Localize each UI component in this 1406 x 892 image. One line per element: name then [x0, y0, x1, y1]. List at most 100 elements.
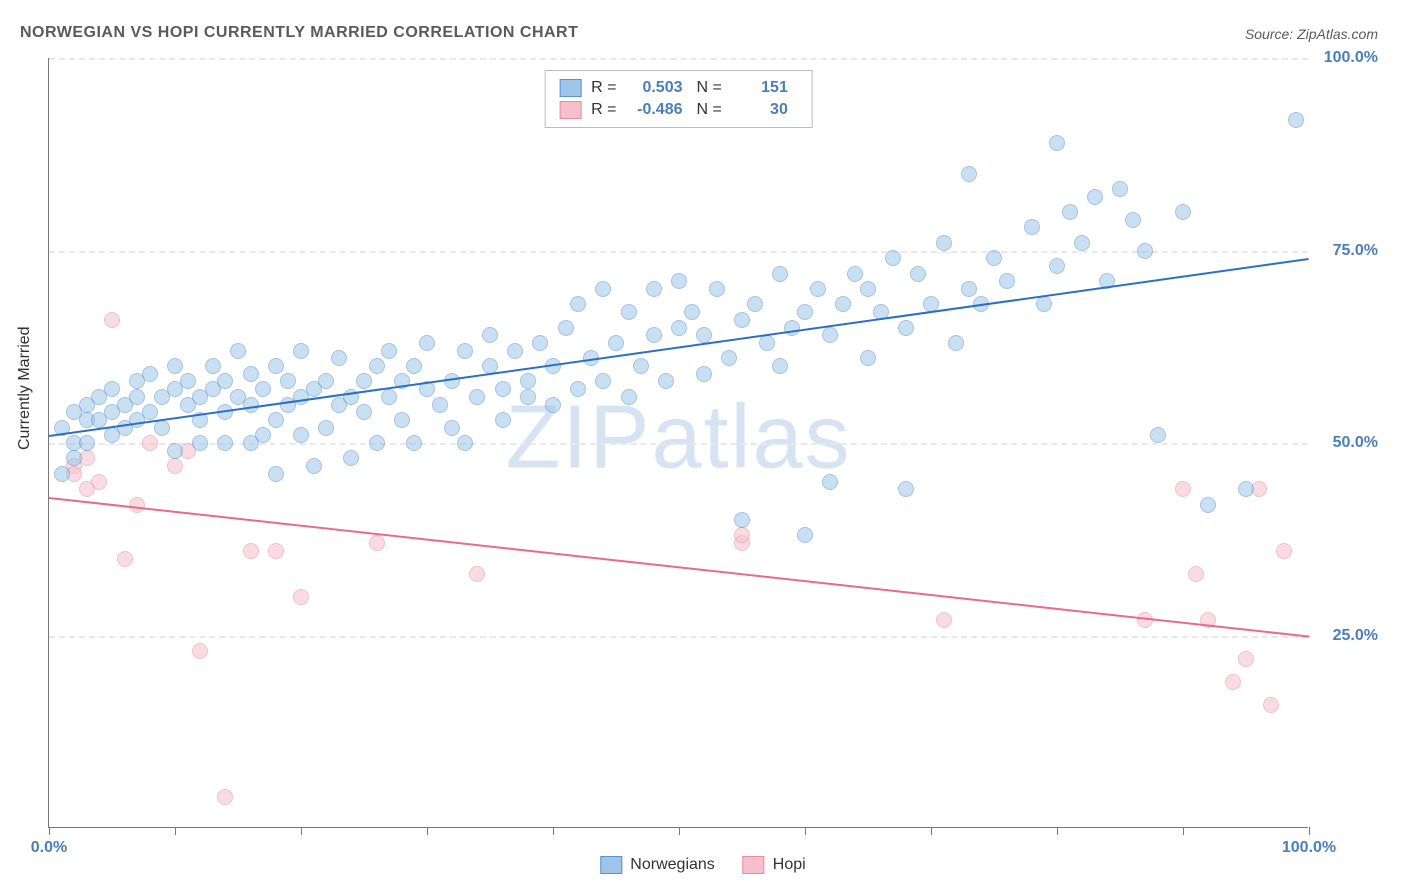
data-point-norwegians: [1062, 204, 1078, 220]
y-tick-label: 75.0%: [1318, 242, 1378, 260]
n-label: N =: [697, 101, 722, 119]
n-value-norwegians: 151: [728, 79, 788, 97]
legend-label-hopi: Hopi: [773, 856, 806, 874]
data-point-norwegians: [507, 343, 523, 359]
data-point-norwegians: [696, 327, 712, 343]
data-point-norwegians: [1036, 296, 1052, 312]
data-point-norwegians: [810, 281, 826, 297]
data-point-norwegians: [1049, 258, 1065, 274]
data-point-hopi: [469, 566, 485, 582]
x-tick: [1183, 827, 1184, 835]
data-point-norwegians: [482, 327, 498, 343]
legend-row-norwegians: R = 0.503 N = 151: [559, 77, 798, 99]
data-point-norwegians: [696, 366, 712, 382]
data-point-norwegians: [1125, 212, 1141, 228]
data-point-hopi: [129, 497, 145, 513]
data-point-hopi: [192, 643, 208, 659]
data-point-hopi: [1225, 674, 1241, 690]
data-point-norwegians: [167, 358, 183, 374]
data-point-norwegians: [520, 373, 536, 389]
data-point-norwegians: [205, 358, 221, 374]
data-point-norwegians: [646, 327, 662, 343]
data-point-norwegians: [356, 404, 372, 420]
x-tick: [49, 827, 50, 835]
data-point-norwegians: [1150, 427, 1166, 443]
data-point-norwegians: [860, 350, 876, 366]
data-point-norwegians: [1074, 235, 1090, 251]
data-point-norwegians: [961, 281, 977, 297]
data-point-norwegians: [797, 304, 813, 320]
data-point-norwegians: [457, 435, 473, 451]
x-tick: [1309, 827, 1310, 835]
data-point-norwegians: [948, 335, 964, 351]
data-point-norwegians: [495, 412, 511, 428]
data-point-norwegians: [406, 358, 422, 374]
data-point-hopi: [104, 312, 120, 328]
data-point-hopi: [369, 535, 385, 551]
data-point-norwegians: [595, 373, 611, 389]
r-label: R =: [591, 101, 616, 119]
swatch-hopi: [743, 856, 765, 874]
data-point-hopi: [293, 589, 309, 605]
x-tick: [679, 827, 680, 835]
x-axis-min-label: 0.0%: [31, 839, 67, 857]
data-point-norwegians: [1112, 181, 1128, 197]
data-point-norwegians: [608, 335, 624, 351]
data-point-norwegians: [318, 373, 334, 389]
data-point-norwegians: [343, 450, 359, 466]
data-point-norwegians: [331, 350, 347, 366]
data-point-norwegians: [621, 304, 637, 320]
data-point-norwegians: [1238, 481, 1254, 497]
data-point-norwegians: [129, 389, 145, 405]
legend-label-norwegians: Norwegians: [630, 856, 714, 874]
gridline: [49, 443, 1308, 445]
data-point-norwegians: [898, 481, 914, 497]
data-point-norwegians: [192, 435, 208, 451]
data-point-norwegians: [1175, 204, 1191, 220]
data-point-norwegians: [268, 466, 284, 482]
data-point-norwegians: [217, 435, 233, 451]
gridline: [49, 636, 1308, 638]
gridline: [49, 251, 1308, 253]
data-point-norwegians: [558, 320, 574, 336]
data-point-norwegians: [268, 412, 284, 428]
x-axis-max-label: 100.0%: [1282, 839, 1336, 857]
x-tick: [553, 827, 554, 835]
data-point-hopi: [268, 543, 284, 559]
gridline: [49, 58, 1308, 60]
source-attribution: Source: ZipAtlas.com: [1245, 26, 1378, 42]
data-point-norwegians: [747, 296, 763, 312]
legend-item-hopi: Hopi: [743, 856, 806, 874]
data-point-norwegians: [835, 296, 851, 312]
data-point-norwegians: [570, 381, 586, 397]
data-point-hopi: [1175, 481, 1191, 497]
data-point-norwegians: [104, 381, 120, 397]
data-point-norwegians: [243, 366, 259, 382]
data-point-hopi: [243, 543, 259, 559]
data-point-norwegians: [293, 343, 309, 359]
data-point-norwegians: [658, 373, 674, 389]
x-tick: [1057, 827, 1058, 835]
x-tick: [931, 827, 932, 835]
data-point-norwegians: [54, 466, 70, 482]
y-tick-label: 100.0%: [1318, 49, 1378, 67]
data-point-norwegians: [986, 250, 1002, 266]
x-tick: [175, 827, 176, 835]
swatch-norwegians: [559, 79, 581, 97]
data-point-hopi: [91, 474, 107, 490]
data-point-norwegians: [822, 327, 838, 343]
data-point-norwegians: [142, 366, 158, 382]
data-point-norwegians: [1288, 112, 1304, 128]
data-point-norwegians: [66, 450, 82, 466]
correlation-legend: R = 0.503 N = 151 R = -0.486 N = 30: [544, 70, 813, 128]
y-tick-label: 25.0%: [1318, 627, 1378, 645]
x-tick: [805, 827, 806, 835]
data-point-norwegians: [444, 373, 460, 389]
data-point-norwegians: [847, 266, 863, 282]
data-point-norwegians: [721, 350, 737, 366]
data-point-norwegians: [734, 312, 750, 328]
swatch-norwegians: [600, 856, 622, 874]
y-tick-label: 50.0%: [1318, 434, 1378, 452]
data-point-hopi: [142, 435, 158, 451]
data-point-norwegians: [381, 389, 397, 405]
